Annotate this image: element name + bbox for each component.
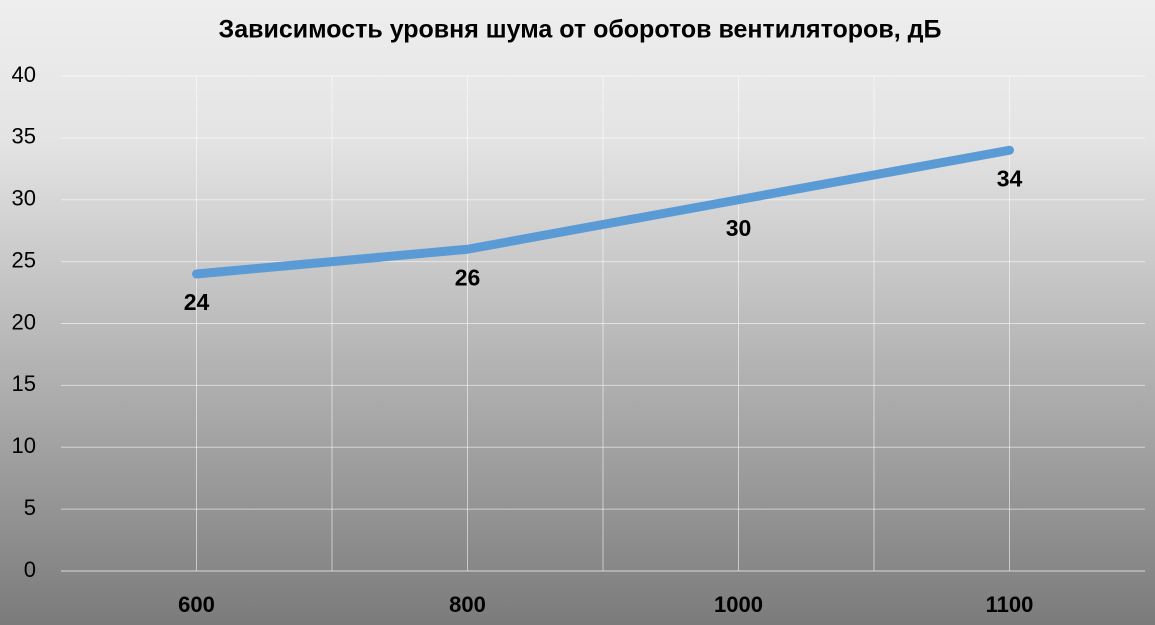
y-tick-label: 40 bbox=[12, 62, 36, 87]
series-line bbox=[192, 145, 1014, 279]
y-tick-label: 10 bbox=[12, 433, 36, 458]
y-tick-label: 30 bbox=[12, 186, 36, 211]
x-tick-label: 600 bbox=[178, 592, 215, 617]
data-label: 26 bbox=[455, 264, 481, 290]
y-tick-label: 25 bbox=[12, 247, 36, 272]
y-tick-label: 15 bbox=[12, 371, 36, 396]
y-tick-label: 0 bbox=[24, 557, 36, 582]
x-tick-label: 1000 bbox=[714, 592, 763, 617]
y-tick-label: 5 bbox=[24, 495, 36, 520]
x-tick-label: 1100 bbox=[986, 592, 1034, 617]
x-tick-label: 800 bbox=[449, 592, 486, 617]
y-tick-label: 20 bbox=[12, 309, 36, 334]
data-label: 24 bbox=[184, 289, 210, 315]
data-label: 34 bbox=[997, 165, 1023, 191]
data-label: 30 bbox=[726, 215, 752, 241]
chart-title: Зависимость уровня шума от оборотов вент… bbox=[219, 16, 942, 44]
y-tick-label: 35 bbox=[12, 124, 36, 149]
